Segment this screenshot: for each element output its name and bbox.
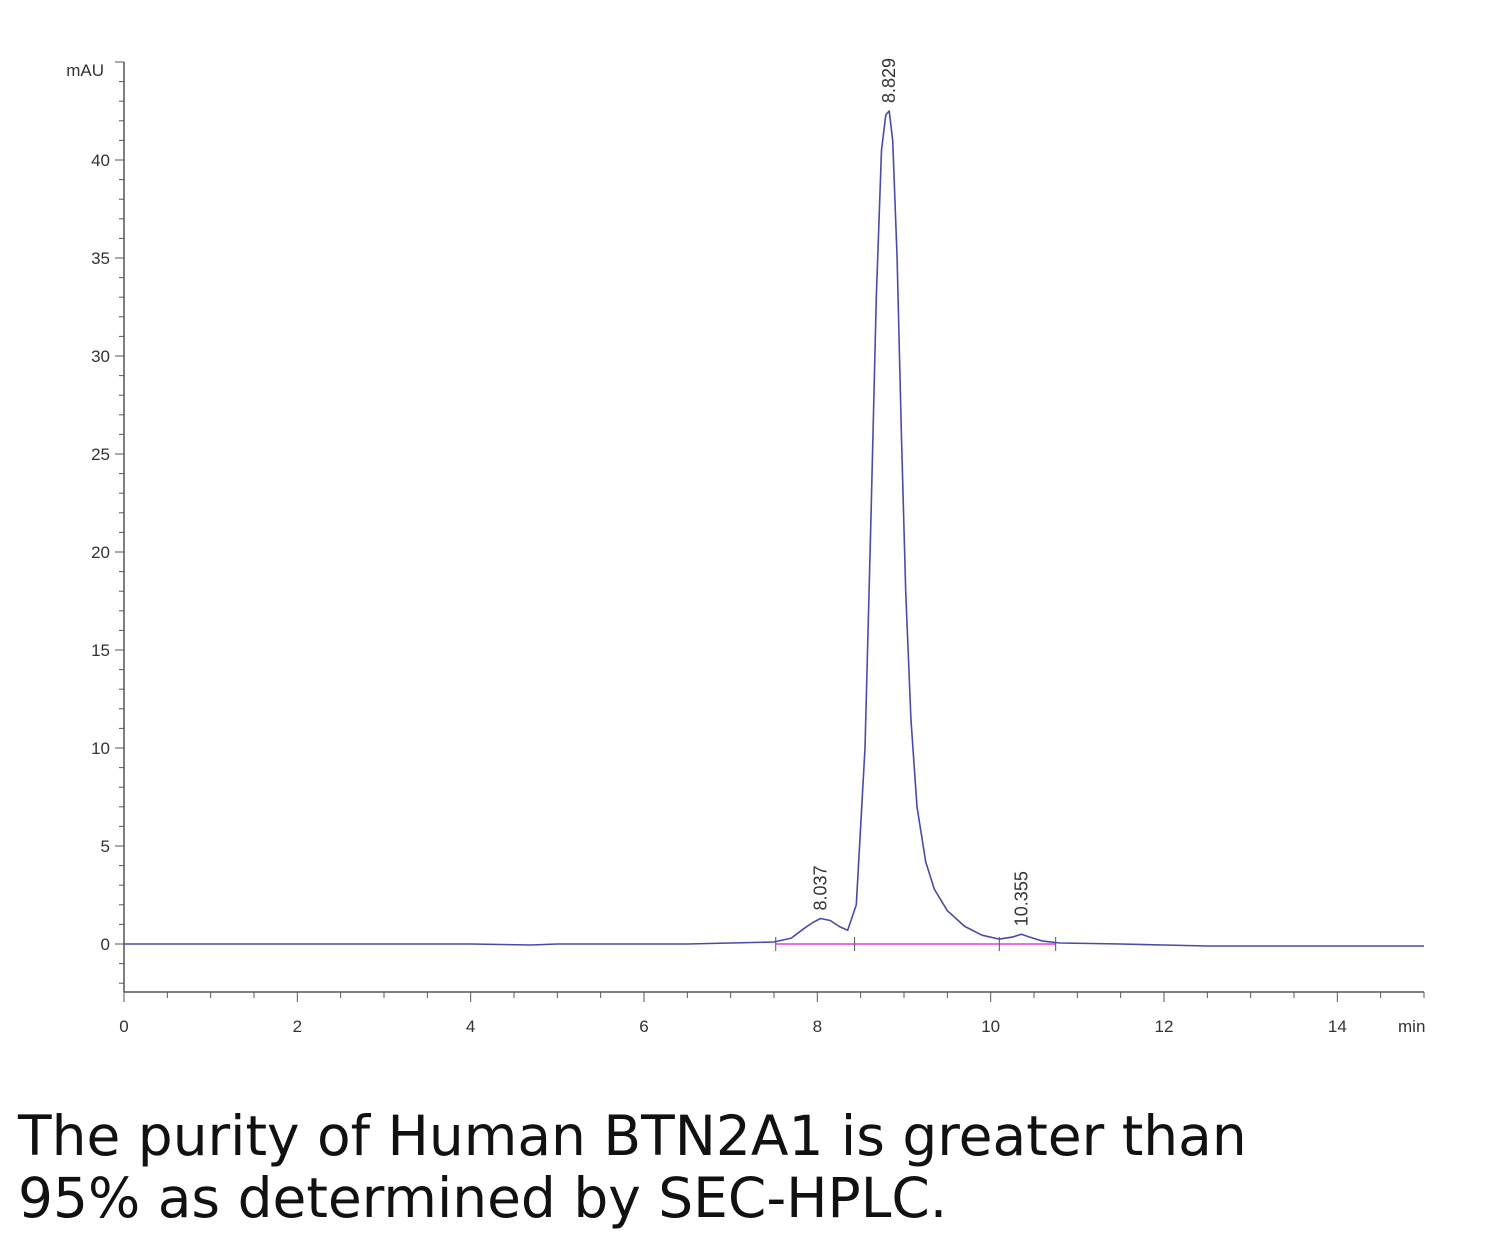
y-tick-label: 15 (91, 641, 110, 660)
figure-caption: The purity of Human BTN2A1 is greater th… (18, 1105, 1478, 1229)
y-axis-unit-label: mAU (66, 61, 104, 80)
caption-line-2: 95% as determined by SEC-HPLC. (18, 1166, 948, 1230)
x-axis-unit-label: min (1398, 1017, 1425, 1036)
chromatogram-chart: 0 5 10 15 20 25 30 35 40 0 2 4 6 8 10 12 14 8.037 8.829 10… (66, 58, 1425, 1036)
x-tick-label: 10 (981, 1017, 1000, 1036)
x-tick-label: 0 (119, 1017, 128, 1036)
y-tick-label: 40 (91, 151, 110, 170)
x-tick-label: 2 (293, 1017, 302, 1036)
peak-retention-label: 8.037 (811, 865, 831, 910)
chromatogram-svg: 0 5 10 15 20 25 30 35 40 0 2 4 6 8 10 12 14 8.037 8.829 10… (66, 58, 1425, 1036)
plot-marks: 8.037 8.829 10.355 (124, 58, 1424, 951)
axes: 0 5 10 15 20 25 30 35 40 0 2 4 6 8 10 12 14 (91, 61, 1425, 1036)
y-tick-label: 20 (91, 543, 110, 562)
peak-retention-label: 8.829 (879, 58, 899, 103)
y-tick-label: 5 (101, 837, 110, 856)
caption-line-1: The purity of Human BTN2A1 is greater th… (18, 1104, 1247, 1168)
x-tick-label: 12 (1155, 1017, 1174, 1036)
y-tick-label: 0 (101, 935, 110, 954)
x-tick-label: 8 (813, 1017, 822, 1036)
y-tick-label: 35 (91, 249, 110, 268)
y-tick-label: 10 (91, 739, 110, 758)
peak-retention-label: 10.355 (1011, 871, 1031, 926)
y-tick-label: 30 (91, 347, 110, 366)
chromatogram-trace (124, 110, 1424, 947)
y-tick-label: 25 (91, 445, 110, 464)
x-tick-label: 6 (639, 1017, 648, 1036)
x-tick-label: 4 (466, 1017, 475, 1036)
x-tick-label: 14 (1328, 1017, 1347, 1036)
